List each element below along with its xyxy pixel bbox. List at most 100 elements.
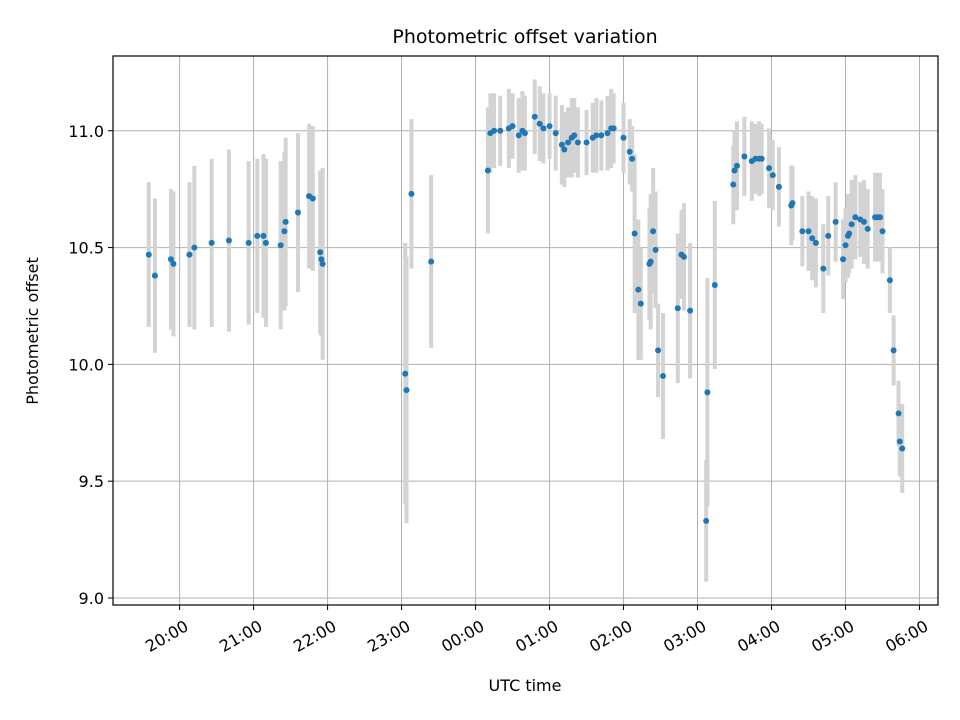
data-point — [775, 183, 782, 190]
data-point — [730, 181, 737, 188]
data-point — [294, 209, 301, 216]
data-point — [840, 256, 847, 263]
data-point — [277, 242, 284, 249]
y-tick-label: 10.0 — [68, 355, 104, 374]
data-point — [610, 125, 617, 132]
data-point — [635, 286, 642, 293]
y-tick-label: 11.0 — [68, 122, 104, 141]
data-point — [825, 232, 832, 239]
data-point — [852, 214, 859, 221]
data-point — [515, 132, 522, 139]
data-point — [680, 253, 687, 260]
data-point — [805, 228, 812, 235]
data-point — [402, 370, 409, 377]
data-point — [408, 190, 415, 197]
data-point — [899, 445, 906, 452]
data-point — [832, 218, 839, 225]
y-axis-label: Photometric offset — [23, 257, 42, 405]
data-point — [650, 228, 657, 235]
data-point — [151, 272, 158, 279]
data-point — [208, 239, 215, 246]
y-tick-label: 9.0 — [79, 589, 104, 608]
data-point — [637, 300, 644, 307]
data-point — [558, 141, 565, 148]
data-point — [766, 165, 773, 172]
data-point — [703, 517, 710, 524]
data-point — [571, 132, 578, 139]
data-point — [704, 389, 711, 396]
data-points — [145, 113, 906, 524]
data-point — [521, 130, 528, 137]
data-point — [660, 373, 666, 380]
data-point — [254, 232, 261, 239]
plot-area-frame — [112, 55, 939, 606]
data-point — [583, 139, 590, 146]
data-point — [546, 123, 553, 130]
data-point — [848, 221, 855, 228]
data-point — [864, 225, 871, 232]
data-point — [497, 127, 504, 134]
data-point — [540, 125, 547, 132]
data-point — [317, 249, 324, 256]
data-point — [890, 347, 897, 354]
data-point — [731, 167, 738, 174]
data-point — [687, 307, 694, 314]
data-point — [789, 200, 796, 207]
data-point — [896, 438, 903, 445]
data-point — [145, 251, 152, 258]
data-point — [531, 113, 538, 120]
y-axis-ticks: 9.0 9.5 10.0 10.5 11.0 — [68, 122, 113, 608]
data-point — [319, 260, 326, 267]
data-point — [647, 258, 654, 265]
data-point — [186, 251, 193, 258]
data-point — [403, 387, 410, 394]
data-point — [536, 120, 543, 127]
data-point — [741, 153, 748, 160]
data-point — [281, 228, 288, 235]
data-point — [861, 218, 868, 225]
data-point — [799, 228, 806, 235]
x-axis-label: UTC time — [489, 676, 562, 695]
data-point — [428, 258, 435, 265]
data-point — [245, 239, 252, 246]
data-point — [225, 237, 232, 244]
data-point — [484, 167, 491, 174]
data-point — [170, 260, 177, 267]
y-tick-label: 10.5 — [68, 239, 104, 258]
data-point — [262, 239, 269, 246]
data-point — [318, 256, 325, 263]
data-point — [758, 155, 765, 162]
data-point — [574, 139, 581, 146]
data-point — [598, 132, 605, 139]
data-point — [674, 305, 681, 312]
data-point — [593, 132, 600, 139]
data-point — [604, 130, 611, 137]
data-point — [491, 127, 498, 134]
data-point — [769, 172, 776, 179]
data-point — [620, 134, 627, 141]
data-point — [820, 265, 827, 272]
data-point — [886, 277, 893, 284]
data-point — [655, 347, 662, 354]
data-point — [895, 410, 902, 417]
data-point — [809, 235, 816, 242]
data-point — [565, 139, 572, 146]
data-point — [711, 281, 718, 288]
chart-title: Photometric offset variation — [392, 26, 657, 48]
data-point — [626, 148, 633, 155]
data-point — [260, 232, 267, 239]
data-point — [631, 230, 638, 237]
data-point — [282, 218, 289, 225]
data-point — [561, 146, 568, 153]
data-point — [879, 228, 886, 235]
data-point — [812, 239, 819, 246]
data-point — [842, 242, 849, 249]
data-point — [877, 214, 884, 221]
y-tick-label: 9.5 — [79, 472, 104, 491]
data-point — [191, 244, 198, 251]
data-point — [733, 162, 740, 169]
data-point — [652, 246, 659, 253]
data-point — [167, 256, 174, 263]
